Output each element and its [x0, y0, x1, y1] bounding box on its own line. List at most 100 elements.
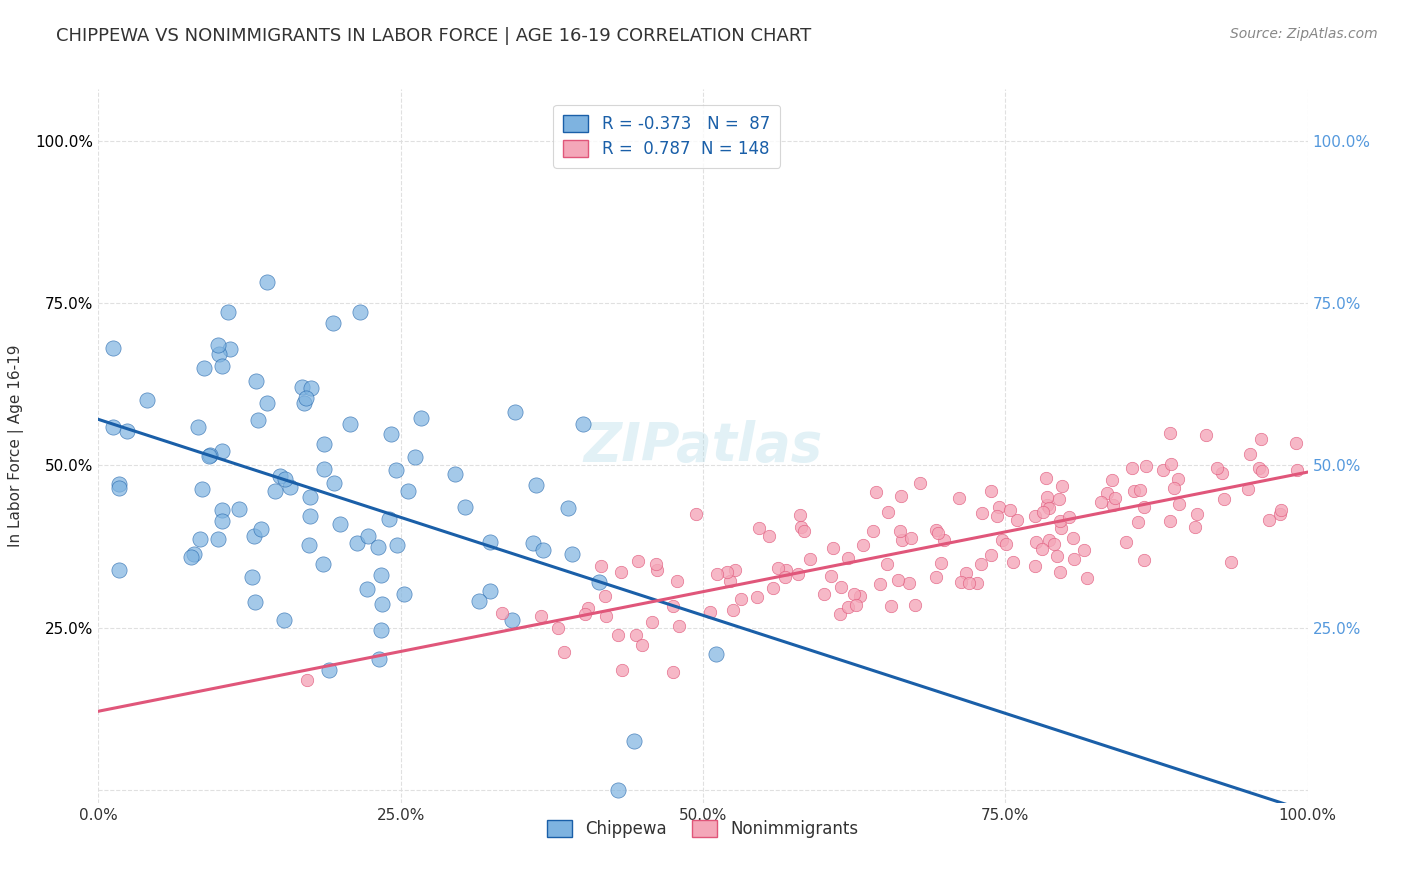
Point: [574, 607, 596, 621]
Point: [292, 396, 315, 410]
Point: [927, 526, 949, 541]
Point: [830, 607, 852, 621]
Point: [1024, 559, 1046, 574]
Point: [211, 443, 233, 458]
Point: [491, 607, 513, 621]
Point: [900, 531, 922, 545]
Point: [101, 341, 124, 355]
Point: [553, 645, 575, 659]
Point: [256, 396, 278, 410]
Point: [228, 501, 250, 516]
Point: [986, 508, 1008, 523]
Point: [1035, 471, 1057, 485]
Point: [478, 535, 501, 549]
Point: [837, 599, 859, 614]
Point: [117, 424, 139, 438]
Point: [329, 517, 352, 532]
Point: [666, 574, 689, 588]
Point: [1031, 542, 1053, 557]
Text: ZIPatlas: ZIPatlas: [583, 420, 823, 472]
Point: [207, 347, 229, 361]
Point: [1195, 428, 1218, 442]
Text: Source: ZipAtlas.com: Source: ZipAtlas.com: [1230, 27, 1378, 41]
Point: [793, 524, 815, 538]
Point: [1129, 483, 1152, 497]
Point: [1249, 461, 1271, 475]
Point: [865, 484, 887, 499]
Point: [1095, 485, 1118, 500]
Point: [219, 342, 242, 356]
Point: [211, 359, 233, 374]
Point: [730, 592, 752, 607]
Point: [1185, 507, 1208, 521]
Point: [322, 476, 344, 491]
Point: [723, 603, 745, 617]
Point: [349, 305, 371, 319]
Point: [949, 574, 972, 589]
Point: [623, 734, 645, 748]
Point: [322, 317, 344, 331]
Point: [1049, 565, 1071, 579]
Point: [370, 568, 392, 582]
Point: [589, 558, 612, 573]
Point: [314, 462, 336, 476]
Point: [775, 564, 797, 578]
Point: [404, 450, 426, 465]
Point: [631, 638, 654, 652]
Point: [876, 558, 898, 572]
Point: [830, 580, 852, 594]
Point: [299, 381, 322, 395]
Point: [314, 437, 336, 451]
Point: [820, 569, 842, 583]
Point: [641, 615, 664, 629]
Point: [645, 558, 668, 572]
Point: [453, 500, 475, 514]
Point: [813, 587, 835, 601]
Point: [904, 598, 927, 612]
Point: [385, 538, 408, 552]
Point: [1121, 460, 1143, 475]
Point: [1038, 533, 1060, 547]
Point: [385, 463, 408, 477]
Point: [799, 552, 821, 566]
Point: [356, 582, 378, 597]
Point: [346, 535, 368, 549]
Point: [1159, 514, 1181, 528]
Point: [924, 570, 946, 584]
Point: [837, 550, 859, 565]
Point: [745, 590, 768, 604]
Point: [891, 533, 914, 547]
Point: [1057, 509, 1080, 524]
Point: [193, 361, 215, 376]
Point: [758, 528, 780, 542]
Point: [191, 482, 214, 496]
Point: [886, 574, 908, 588]
Point: [869, 577, 891, 591]
Point: [1159, 425, 1181, 440]
Point: [685, 507, 707, 521]
Point: [1285, 462, 1308, 476]
Point: [1076, 571, 1098, 585]
Point: [183, 547, 205, 561]
Point: [357, 529, 380, 543]
Point: [595, 608, 617, 623]
Point: [970, 557, 993, 571]
Point: [207, 533, 229, 547]
Point: [522, 536, 544, 550]
Point: [298, 538, 321, 552]
Point: [724, 563, 747, 577]
Point: [1205, 461, 1227, 475]
Point: [970, 506, 993, 520]
Point: [278, 480, 301, 494]
Point: [180, 549, 202, 564]
Point: [862, 524, 884, 539]
Point: [934, 533, 956, 547]
Point: [775, 569, 797, 583]
Point: [877, 505, 900, 519]
Point: [264, 483, 287, 498]
Point: [1212, 492, 1234, 507]
Point: [294, 391, 316, 405]
Point: [1123, 483, 1146, 498]
Point: [627, 554, 650, 568]
Point: [409, 411, 432, 425]
